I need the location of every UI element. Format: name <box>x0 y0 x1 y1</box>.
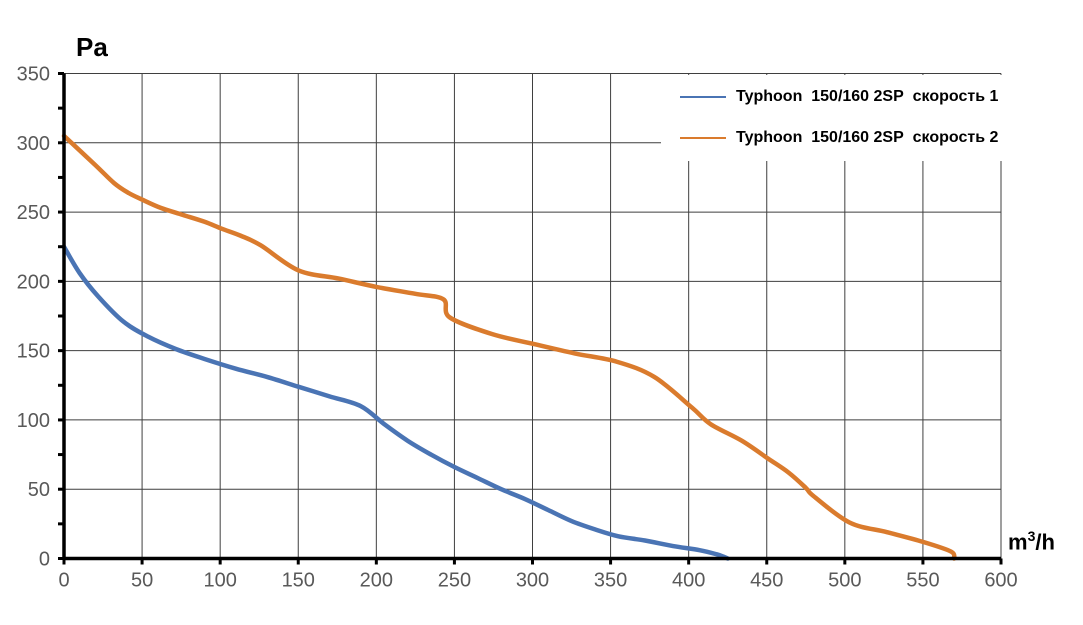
svg-text:0: 0 <box>39 549 50 571</box>
svg-text:200: 200 <box>360 570 393 592</box>
svg-text:0: 0 <box>58 570 69 592</box>
svg-text:600: 600 <box>984 570 1017 592</box>
svg-text:150: 150 <box>17 341 50 363</box>
svg-text:400: 400 <box>672 570 705 592</box>
svg-text:250: 250 <box>17 202 50 224</box>
svg-text:50: 50 <box>28 479 50 501</box>
svg-text:350: 350 <box>594 570 627 592</box>
svg-text:100: 100 <box>17 410 50 432</box>
svg-text:250: 250 <box>438 570 471 592</box>
svg-text:200: 200 <box>17 271 50 293</box>
svg-text:450: 450 <box>750 570 783 592</box>
svg-text:500: 500 <box>828 570 861 592</box>
svg-text:550: 550 <box>906 570 939 592</box>
svg-text:350: 350 <box>17 64 50 86</box>
svg-text:50: 50 <box>131 570 153 592</box>
svg-text:150: 150 <box>282 570 315 592</box>
svg-text:100: 100 <box>203 570 236 592</box>
svg-text:300: 300 <box>17 133 50 155</box>
svg-text:300: 300 <box>516 570 549 592</box>
